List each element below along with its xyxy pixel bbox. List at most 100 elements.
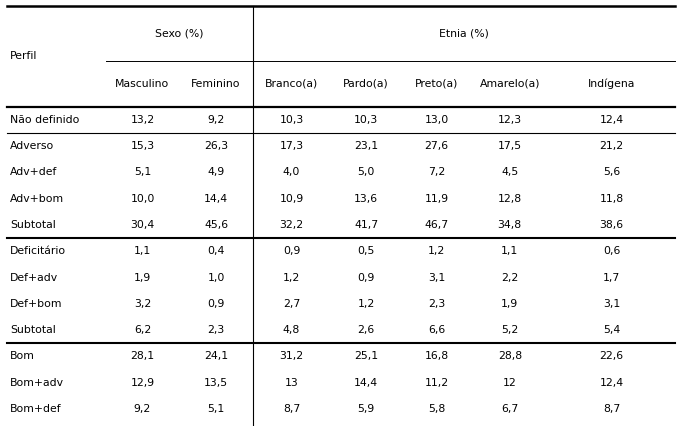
Text: 1,9: 1,9 [134,273,151,282]
Text: Etnia (%): Etnia (%) [439,29,489,38]
Text: 5,0: 5,0 [357,167,374,177]
Text: 0,6: 0,6 [603,246,621,256]
Text: 15,3: 15,3 [130,141,155,151]
Text: 1,2: 1,2 [428,246,445,256]
Text: Preto(a): Preto(a) [415,78,458,89]
Text: 16,8: 16,8 [424,351,449,361]
Text: 23,1: 23,1 [354,141,378,151]
Text: 3,1: 3,1 [603,299,621,309]
Text: 30,4: 30,4 [130,220,155,230]
Text: 24,1: 24,1 [204,351,228,361]
Text: Perfil: Perfil [10,52,38,61]
Text: 13,0: 13,0 [424,115,449,125]
Text: Não definido: Não definido [10,115,80,125]
Text: 28,8: 28,8 [498,351,522,361]
Text: 17,3: 17,3 [280,141,303,151]
Text: 32,2: 32,2 [280,220,303,230]
Text: 0,9: 0,9 [283,246,300,256]
Text: 4,8: 4,8 [283,325,300,335]
Text: 5,2: 5,2 [501,325,518,335]
Text: 11,2: 11,2 [424,378,449,388]
Text: 2,3: 2,3 [207,325,224,335]
Text: Def+adv: Def+adv [10,273,58,282]
Text: 7,2: 7,2 [428,167,445,177]
Text: Bom+def: Bom+def [10,404,62,414]
Text: 1,9: 1,9 [501,299,518,309]
Text: 3,2: 3,2 [134,299,151,309]
Text: 2,2: 2,2 [501,273,518,282]
Text: 5,9: 5,9 [357,404,374,414]
Text: 41,7: 41,7 [354,220,378,230]
Text: 34,8: 34,8 [498,220,522,230]
Text: 13,5: 13,5 [204,378,228,388]
Text: 4,9: 4,9 [207,167,224,177]
Text: 1,1: 1,1 [501,246,518,256]
Text: 11,9: 11,9 [424,193,449,204]
Text: 13,2: 13,2 [130,115,155,125]
Text: 1,0: 1,0 [207,273,224,282]
Text: 14,4: 14,4 [354,378,378,388]
Text: 6,7: 6,7 [501,404,518,414]
Text: Adv+def: Adv+def [10,167,57,177]
Text: Deficitário: Deficitário [10,246,66,256]
Text: 12,4: 12,4 [599,115,624,125]
Text: 13,6: 13,6 [354,193,378,204]
Text: 4,5: 4,5 [501,167,518,177]
Text: Pardo(a): Pardo(a) [343,78,389,89]
Text: 10,3: 10,3 [354,115,379,125]
Text: 5,1: 5,1 [207,404,224,414]
Text: Adverso: Adverso [10,141,55,151]
Text: 9,2: 9,2 [134,404,151,414]
Text: 46,7: 46,7 [424,220,449,230]
Text: Subtotal: Subtotal [10,325,56,335]
Text: 9,2: 9,2 [207,115,224,125]
Text: 10,9: 10,9 [280,193,303,204]
Text: Branco(a): Branco(a) [265,78,318,89]
Text: 11,8: 11,8 [599,193,624,204]
Text: 12,3: 12,3 [498,115,522,125]
Text: Masculino: Masculino [115,78,170,89]
Text: 28,1: 28,1 [130,351,155,361]
Text: 2,7: 2,7 [283,299,300,309]
Text: Def+bom: Def+bom [10,299,63,309]
Text: 31,2: 31,2 [280,351,303,361]
Text: 10,0: 10,0 [130,193,155,204]
Text: 8,7: 8,7 [283,404,300,414]
Text: Bom: Bom [10,351,35,361]
Text: Indígena: Indígena [588,78,636,89]
Text: 25,1: 25,1 [354,351,378,361]
Text: 13: 13 [284,378,299,388]
Text: 5,4: 5,4 [603,325,621,335]
Text: Amarelo(a): Amarelo(a) [479,78,540,89]
Text: 26,3: 26,3 [204,141,228,151]
Text: 38,6: 38,6 [599,220,624,230]
Text: 0,5: 0,5 [357,246,374,256]
Text: 21,2: 21,2 [599,141,624,151]
Text: 6,6: 6,6 [428,325,445,335]
Text: 1,2: 1,2 [283,273,300,282]
Text: 17,5: 17,5 [498,141,522,151]
Text: 1,2: 1,2 [357,299,374,309]
Text: 0,4: 0,4 [207,246,224,256]
Text: 22,6: 22,6 [599,351,624,361]
Text: 1,1: 1,1 [134,246,151,256]
Text: 5,1: 5,1 [134,167,151,177]
Text: 10,3: 10,3 [280,115,303,125]
Text: 12,4: 12,4 [599,378,624,388]
Text: 2,3: 2,3 [428,299,445,309]
Text: 3,1: 3,1 [428,273,445,282]
Text: 1,7: 1,7 [603,273,621,282]
Text: 12: 12 [503,378,517,388]
Text: Sexo (%): Sexo (%) [155,29,203,38]
Text: 0,9: 0,9 [357,273,374,282]
Text: 12,8: 12,8 [498,193,522,204]
Text: 0,9: 0,9 [207,299,224,309]
Text: 4,0: 4,0 [283,167,300,177]
Text: Subtotal: Subtotal [10,220,56,230]
Text: 6,2: 6,2 [134,325,151,335]
Text: Bom+adv: Bom+adv [10,378,64,388]
Text: 8,7: 8,7 [603,404,621,414]
Text: 45,6: 45,6 [204,220,228,230]
Text: 2,6: 2,6 [357,325,374,335]
Text: Feminino: Feminino [191,78,241,89]
